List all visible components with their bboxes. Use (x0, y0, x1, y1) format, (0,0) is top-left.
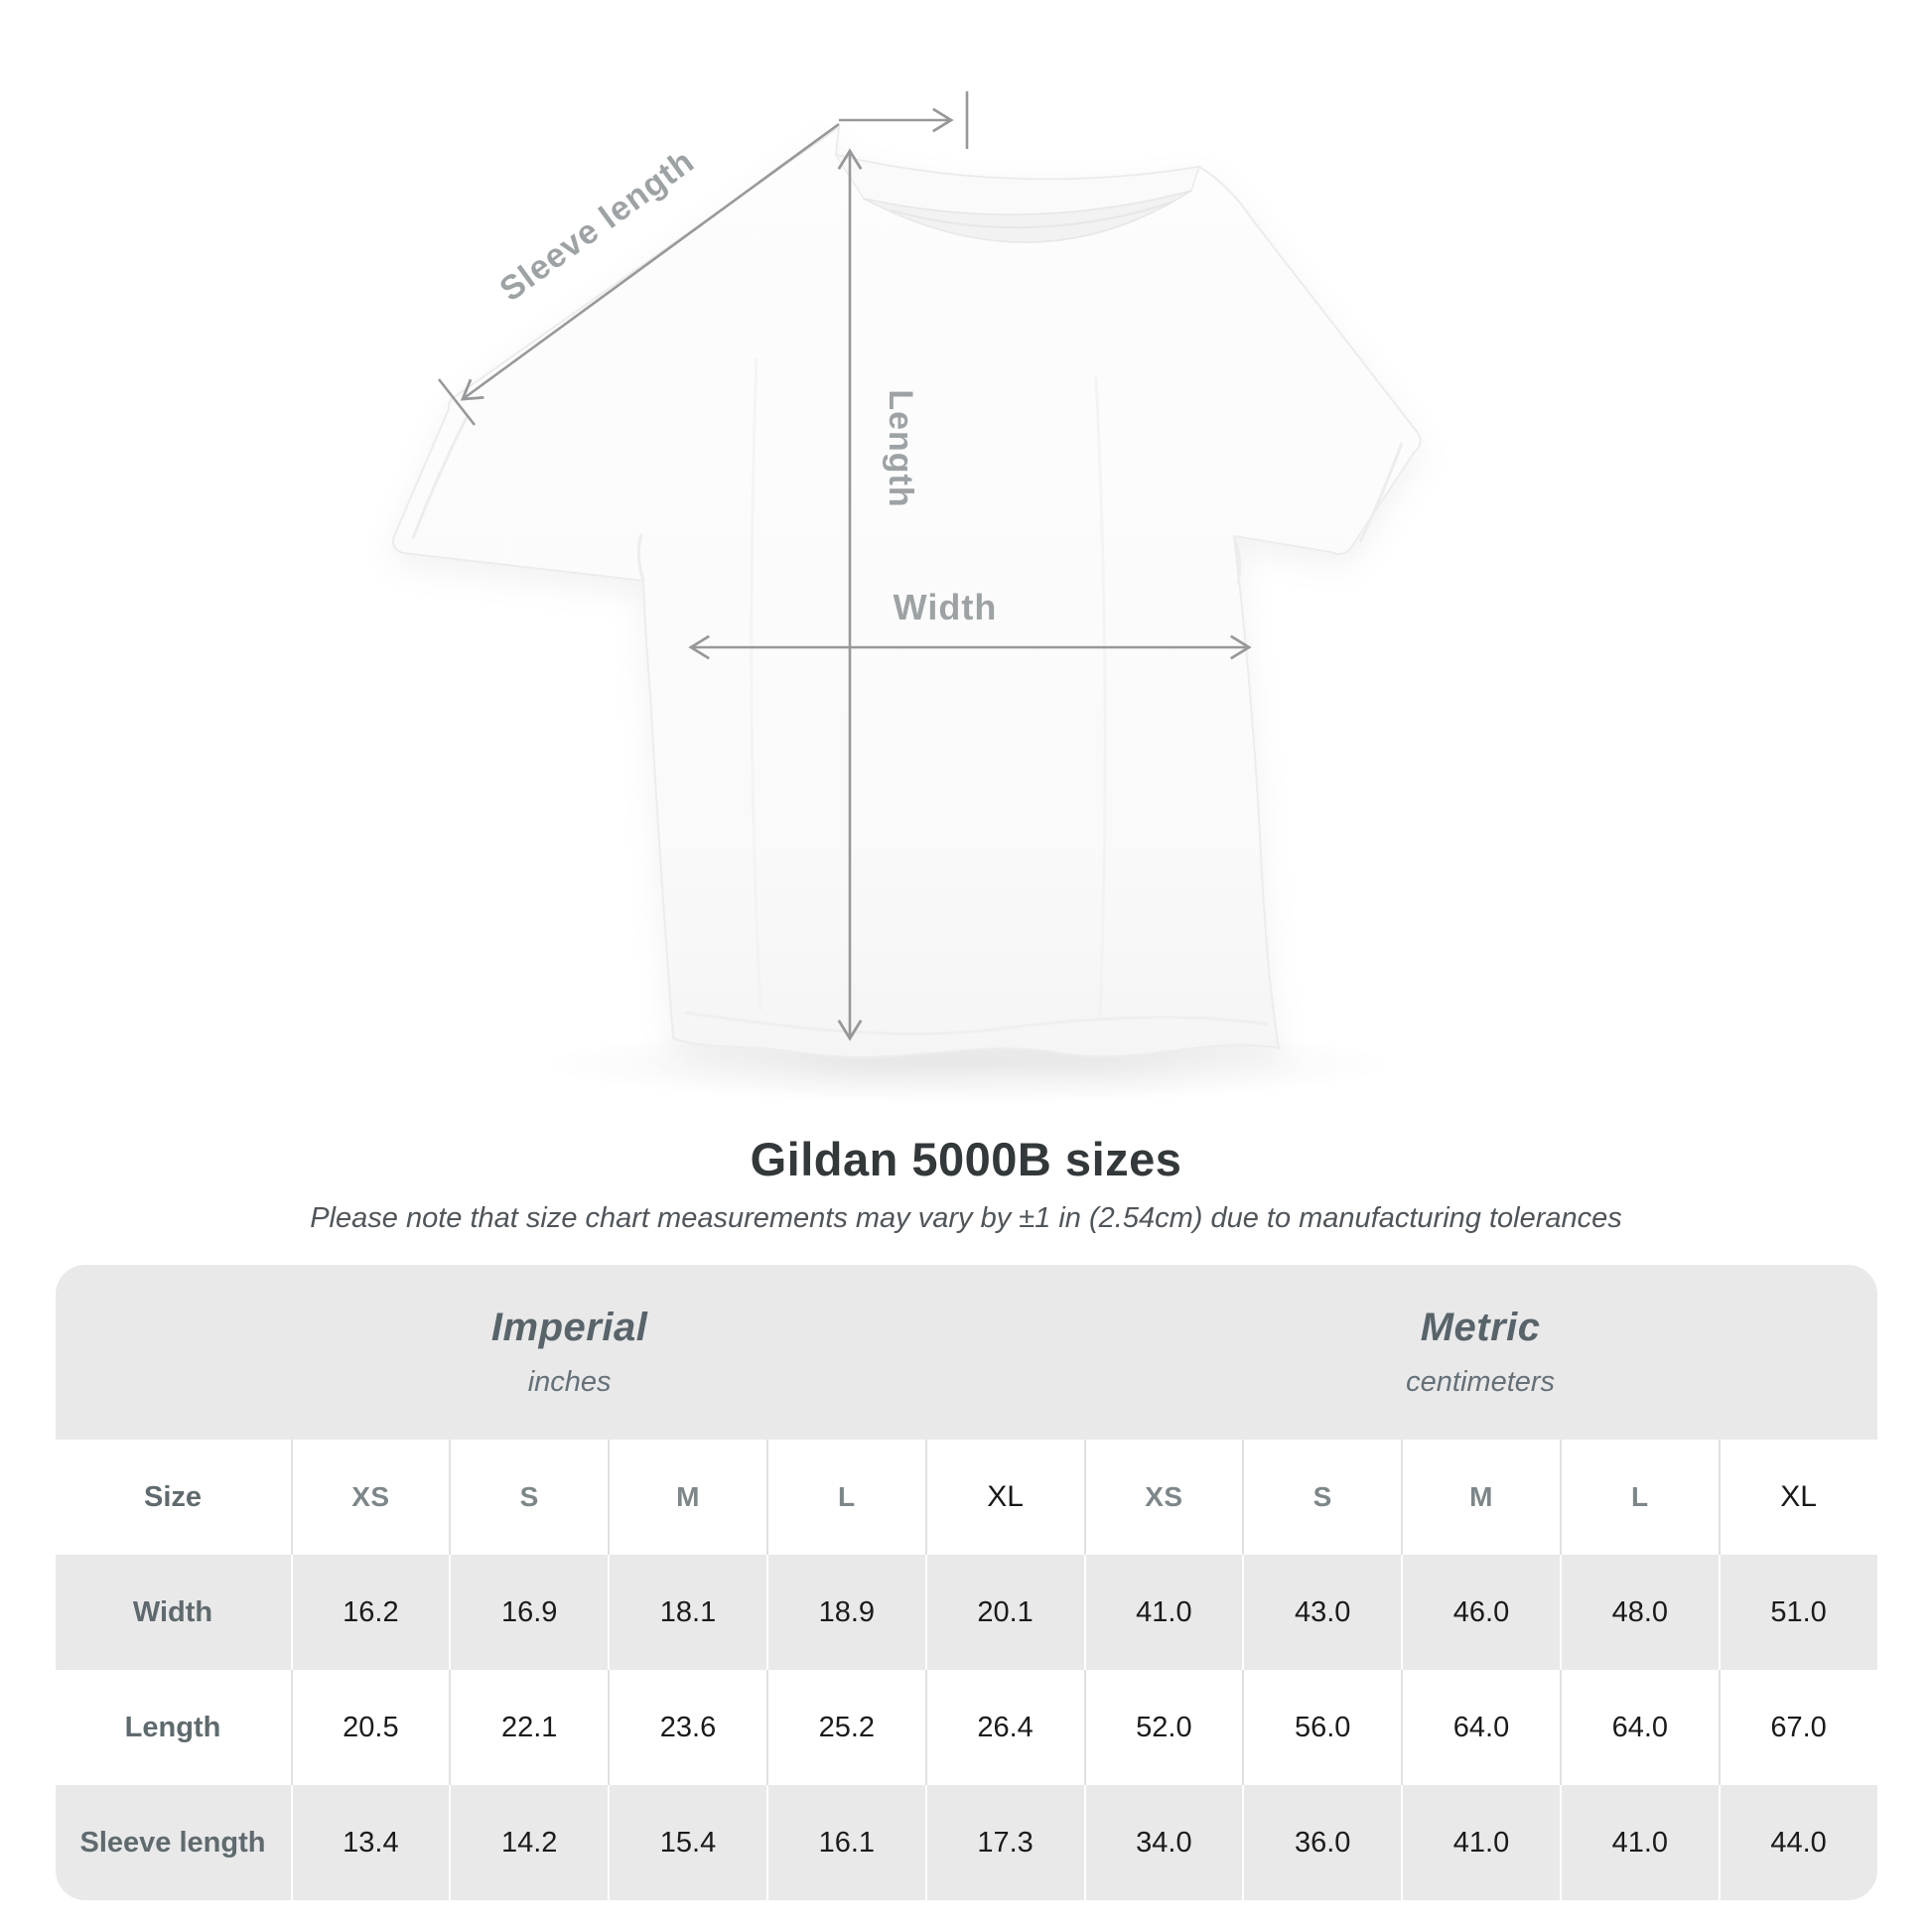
sleeve-end-tick (437, 378, 477, 426)
imperial-section-header: Imperial inches (56, 1265, 1084, 1440)
value-cell: 22.1 (449, 1670, 608, 1785)
tshirt-graphic (392, 124, 1422, 1058)
left-sleeve-hem (411, 416, 469, 539)
hem-seam (684, 1011, 1270, 1035)
row-label: Length (124, 1711, 221, 1743)
size-header-metric-xs: XS (1083, 1440, 1243, 1555)
value-cell: 16.2 (290, 1555, 450, 1670)
size-header-imperial-xl: XL (924, 1440, 1084, 1555)
value-cell: 43.0 (1242, 1555, 1401, 1670)
right-armpit-crease (1232, 535, 1242, 585)
size-header-imperial-s: S (449, 1440, 608, 1555)
value-cell: 41.0 (1559, 1785, 1719, 1900)
size-header-metric-m: M (1401, 1440, 1560, 1555)
value-cell: 44.0 (1718, 1785, 1877, 1900)
row-label: Width (132, 1595, 213, 1628)
value-cell: 13.4 (290, 1785, 450, 1900)
value-cell: 16.9 (449, 1555, 608, 1670)
value-cell: 36.0 (1242, 1785, 1401, 1900)
body-fold-left (750, 356, 762, 1012)
size-header-imperial-l: L (765, 1440, 925, 1555)
width-label: Width (894, 587, 998, 627)
collar-opening (863, 190, 1192, 243)
value-cell: 18.9 (765, 1555, 925, 1670)
unit-header-band: Imperial inches Metric centimeters (55, 1265, 1877, 1440)
row-label: Sleeve length (79, 1826, 266, 1859)
collar-seam (891, 202, 1173, 229)
table-row-sleeve-length: Sleeve length 13.4 14.2 15.4 16.1 17.3 3… (55, 1785, 1877, 1900)
metric-section-header: Metric centimeters (1084, 1265, 1877, 1440)
tshirt-body (392, 124, 1422, 1058)
size-col-header: Size (143, 1480, 203, 1513)
value-cell: 67.0 (1718, 1670, 1877, 1785)
value-cell: 64.0 (1559, 1670, 1719, 1785)
body-fold-right (1094, 376, 1107, 1020)
value-cell: 51.0 (1718, 1555, 1877, 1670)
value-cell: 41.0 (1083, 1555, 1243, 1670)
title-block: Gildan 5000B sizes Please note that size… (0, 1132, 1932, 1235)
tshirt-diagram-svg: Sleeve length Length Width (392, 91, 1422, 1104)
metric-unit-label: centimeters (1406, 1366, 1556, 1398)
size-header-metric-s: S (1242, 1440, 1401, 1555)
imperial-unit-label: inches (527, 1366, 612, 1398)
value-cell: 52.0 (1083, 1670, 1243, 1785)
size-header-metric-xl: XL (1718, 1440, 1877, 1555)
right-sleeve-hem (1358, 442, 1404, 543)
metric-label: Metric (1420, 1306, 1541, 1349)
value-cell: 16.1 (765, 1785, 925, 1900)
value-cell: 26.4 (924, 1670, 1084, 1785)
value-cell: 64.0 (1401, 1670, 1560, 1785)
size-header-metric-l: L (1559, 1440, 1719, 1555)
value-cell: 18.1 (608, 1555, 766, 1670)
value-cell: 46.0 (1401, 1555, 1560, 1670)
value-cell: 34.0 (1083, 1785, 1243, 1900)
page-title: Gildan 5000B sizes (750, 1133, 1182, 1185)
tolerance-note: Please note that size chart measurements… (310, 1202, 1622, 1234)
measurement-arrows (437, 91, 1252, 1041)
value-cell: 48.0 (1559, 1555, 1719, 1670)
left-armpit-crease (636, 533, 645, 582)
table-row-width: Width 16.2 16.9 18.1 18.9 20.1 41.0 43.0… (55, 1555, 1877, 1670)
value-cell: 20.5 (290, 1670, 450, 1785)
sleeve-length-arrow-line (460, 122, 840, 401)
value-cell: 41.0 (1401, 1785, 1560, 1900)
value-cell: 25.2 (765, 1670, 925, 1785)
imperial-label: Imperial (490, 1306, 648, 1349)
table-row-length: Length 20.5 22.1 23.6 25.2 26.4 52.0 56.… (55, 1670, 1877, 1785)
value-cell: 56.0 (1242, 1670, 1401, 1785)
size-header-imperial-xs: XS (290, 1440, 450, 1555)
value-cell: 23.6 (608, 1670, 766, 1785)
value-cell: 17.3 (924, 1785, 1084, 1900)
value-cell: 20.1 (924, 1555, 1084, 1670)
size-header-imperial-m: M (608, 1440, 766, 1555)
tshirt-measurement-diagram: Sleeve length Length Width (392, 91, 1422, 1104)
value-cell: 14.2 (449, 1785, 608, 1900)
value-cell: 15.4 (608, 1785, 766, 1900)
size-header-row: Size XS S M L XL XS S M L XL (55, 1440, 1877, 1555)
length-label: Length (882, 389, 919, 507)
size-chart-table: Imperial inches Metric centimeters Size … (55, 1265, 1877, 1900)
